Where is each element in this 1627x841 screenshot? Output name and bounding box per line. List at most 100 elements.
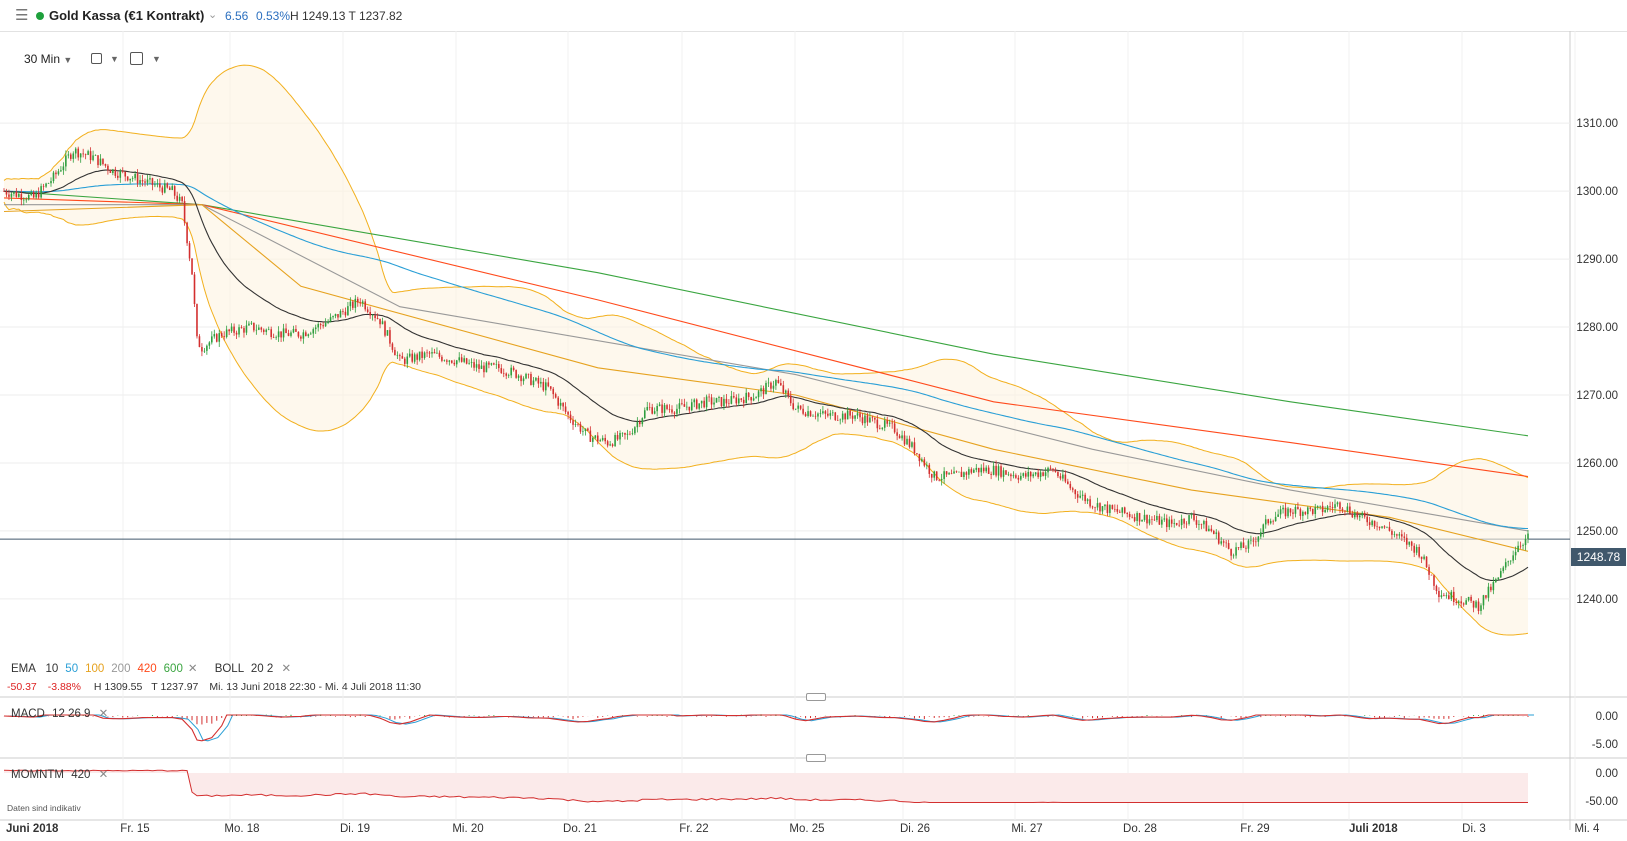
chevron-down-icon[interactable]: ▼ bbox=[110, 54, 119, 64]
candle-body bbox=[802, 408, 804, 414]
candle-body bbox=[156, 183, 159, 185]
candle-body bbox=[421, 351, 423, 358]
candle-body bbox=[695, 399, 698, 409]
disclaimer: Daten sind indikativ bbox=[7, 803, 81, 813]
y-tick-label: 1310.00 bbox=[1576, 118, 1618, 130]
remove-macd-icon[interactable]: ✕ bbox=[98, 708, 109, 720]
price-axis: 1310.00 1300.00 1290.00 1280.00 1270.00 1260.… bbox=[1576, 118, 1618, 606]
instrument-title[interactable]: Gold Kassa (€1 Kontrakt) bbox=[49, 8, 205, 23]
candle-body bbox=[1331, 507, 1334, 508]
chevron-down-icon[interactable]: ⌄ bbox=[208, 9, 218, 21]
ema-10-line bbox=[3, 169, 1529, 581]
candle-body bbox=[1527, 533, 1529, 539]
remove-boll-icon[interactable]: ✕ bbox=[281, 663, 292, 675]
candle-body bbox=[599, 440, 602, 442]
panel-resize-handle[interactable] bbox=[806, 693, 826, 701]
boll-label[interactable]: BOLL bbox=[214, 663, 244, 675]
candle-body bbox=[460, 357, 463, 362]
candle-body bbox=[1057, 472, 1059, 477]
candle-body bbox=[223, 336, 225, 337]
candle-body bbox=[861, 417, 864, 424]
candle-body bbox=[831, 412, 834, 414]
menu-icon[interactable]: ☰ bbox=[15, 7, 29, 24]
candle-body bbox=[352, 301, 354, 308]
candle-body bbox=[203, 350, 206, 352]
candle-body bbox=[97, 155, 99, 166]
momentum-label[interactable]: MOMNTM bbox=[11, 769, 65, 781]
candle-body bbox=[807, 411, 809, 417]
candle-body bbox=[906, 438, 908, 445]
candle-body bbox=[1326, 506, 1329, 511]
candle-body bbox=[908, 438, 911, 447]
candle-body bbox=[52, 172, 55, 182]
candle-body bbox=[121, 170, 124, 172]
y-tick-label: 1290.00 bbox=[1576, 254, 1618, 266]
candle-body bbox=[782, 385, 785, 393]
candle-body bbox=[747, 392, 750, 398]
candle-body bbox=[50, 181, 52, 184]
candle-body bbox=[8, 194, 10, 197]
candle-body bbox=[1512, 555, 1514, 561]
candle-body bbox=[366, 309, 369, 312]
candle-body bbox=[636, 422, 639, 428]
candle-body bbox=[1242, 542, 1245, 548]
candle-body bbox=[977, 467, 980, 473]
candle-body bbox=[399, 355, 401, 357]
candle-body bbox=[438, 352, 441, 357]
candle-body bbox=[1462, 603, 1465, 605]
candle-body bbox=[1428, 567, 1430, 575]
chevron-down-icon[interactable]: ▼ bbox=[152, 54, 161, 64]
indicator-legend: EMA 10 50 100 200 420 600 ✕ BOLL 20 2 ✕ bbox=[11, 661, 291, 675]
candle-body bbox=[309, 333, 312, 335]
candle-body bbox=[490, 363, 493, 365]
candle-body bbox=[1109, 505, 1111, 513]
calendar-icon[interactable] bbox=[91, 53, 102, 64]
x-tick-label: Mi. 27 bbox=[1011, 823, 1042, 835]
candle-body bbox=[710, 397, 713, 405]
candle-body bbox=[703, 400, 705, 408]
candle-body bbox=[25, 199, 28, 201]
candle-body bbox=[1062, 474, 1064, 479]
candle-body bbox=[463, 358, 465, 362]
candle-body bbox=[681, 403, 683, 405]
candle-body bbox=[119, 170, 122, 178]
candle-body bbox=[943, 471, 945, 479]
panel-resize-handle[interactable] bbox=[806, 754, 826, 762]
candle-body bbox=[1485, 595, 1487, 598]
candle-body bbox=[893, 423, 896, 433]
macd-tick-label: 0.00 bbox=[1596, 711, 1618, 723]
candle-body bbox=[1425, 556, 1428, 568]
candle-body bbox=[168, 187, 171, 190]
ema-periods: 10 50 100 200 420 600 ✕ bbox=[39, 663, 198, 675]
candle-body bbox=[881, 427, 884, 429]
candle-body bbox=[1247, 540, 1250, 549]
ema-label[interactable]: EMA bbox=[11, 663, 36, 675]
candle-body bbox=[1524, 538, 1527, 546]
candle-body bbox=[846, 410, 849, 420]
candle-body bbox=[643, 410, 646, 419]
candle-body bbox=[1173, 522, 1176, 524]
candle-body bbox=[1052, 468, 1054, 471]
x-tick-label: Fr. 29 bbox=[1240, 823, 1269, 835]
candle-body bbox=[1314, 507, 1317, 514]
candle-body bbox=[750, 397, 752, 401]
candle-body bbox=[473, 362, 475, 368]
candle-body bbox=[1116, 508, 1119, 512]
interval-select[interactable]: 30 Min ▼ bbox=[24, 52, 72, 66]
remove-ema-icon[interactable]: ✕ bbox=[187, 663, 198, 675]
remove-momentum-icon[interactable]: ✕ bbox=[98, 769, 109, 781]
ema-period-100: 100 bbox=[85, 663, 105, 675]
candle-body bbox=[569, 414, 572, 421]
chart-type-icon[interactable] bbox=[130, 52, 143, 65]
candle-body bbox=[567, 411, 569, 415]
candle-body bbox=[997, 466, 1000, 476]
candle-body bbox=[594, 435, 597, 438]
macd-label[interactable]: MACD bbox=[11, 708, 45, 720]
candle-body bbox=[441, 356, 443, 361]
candle-body bbox=[646, 407, 649, 411]
candle-body bbox=[542, 381, 545, 391]
y-tick-label: 1300.00 bbox=[1576, 186, 1618, 198]
candle-body bbox=[1366, 516, 1368, 523]
candle-body bbox=[1336, 502, 1339, 505]
